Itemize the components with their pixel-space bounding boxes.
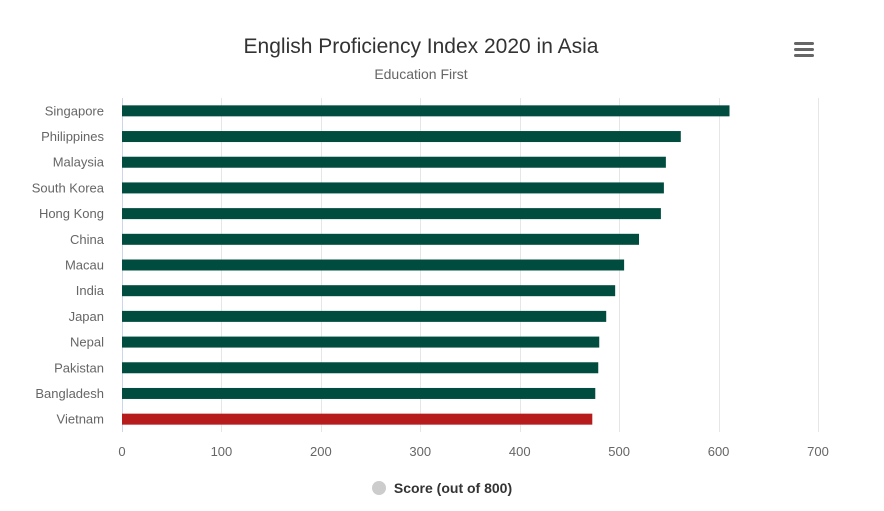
category-label: Singapore	[45, 103, 104, 118]
category-label: Japan	[69, 309, 104, 324]
bar[interactable]	[122, 336, 600, 348]
value-tick-label: 500	[608, 444, 630, 459]
bar[interactable]	[122, 156, 666, 168]
value-tick-label: 600	[708, 444, 730, 459]
bar[interactable]	[122, 259, 625, 271]
bar[interactable]	[122, 413, 593, 425]
category-label: Hong Kong	[39, 206, 104, 221]
chart-subtitle: Education First	[374, 66, 467, 82]
bar-series	[122, 105, 730, 425]
menu-icon[interactable]	[790, 38, 818, 62]
value-tick-label: 0	[118, 444, 125, 459]
value-axis: 0 100 200 300 400 500 600 700	[118, 444, 828, 459]
bar[interactable]	[122, 182, 664, 194]
category-label: India	[76, 283, 105, 298]
category-label: Nepal	[70, 335, 104, 350]
value-tick-label: 300	[409, 444, 431, 459]
bar[interactable]	[122, 131, 681, 143]
bar[interactable]	[122, 208, 661, 220]
value-tick-label: 700	[807, 444, 829, 459]
legend-label: Score (out of 800)	[393, 480, 513, 496]
bar[interactable]	[122, 362, 599, 374]
category-label: China	[70, 232, 105, 247]
bar[interactable]	[122, 285, 616, 297]
category-label: South Korea	[32, 180, 105, 195]
category-label: Macau	[65, 258, 104, 273]
category-label: Vietnam	[57, 412, 104, 427]
category-label: Bangladesh	[35, 386, 104, 401]
bar[interactable]	[122, 387, 596, 399]
chart-title: English Proficiency Index 2020 in Asia	[244, 35, 599, 58]
value-tick-label: 100	[211, 444, 233, 459]
category-label: Pakistan	[54, 360, 104, 375]
bar[interactable]	[122, 310, 607, 322]
category-label: Philippines	[41, 129, 104, 144]
legend-marker	[371, 481, 386, 495]
bar[interactable]	[122, 105, 730, 117]
value-tick-label: 200	[310, 444, 332, 459]
legend: Score (out of 800)	[0, 480, 884, 500]
value-tick-label: 400	[509, 444, 531, 459]
category-label: Malaysia	[53, 155, 105, 170]
legend-item-score[interactable]: Score (out of 800)	[371, 480, 513, 496]
category-axis: Singapore Philippines Malaysia South Korea H…	[32, 103, 105, 426]
bar[interactable]	[122, 233, 640, 245]
